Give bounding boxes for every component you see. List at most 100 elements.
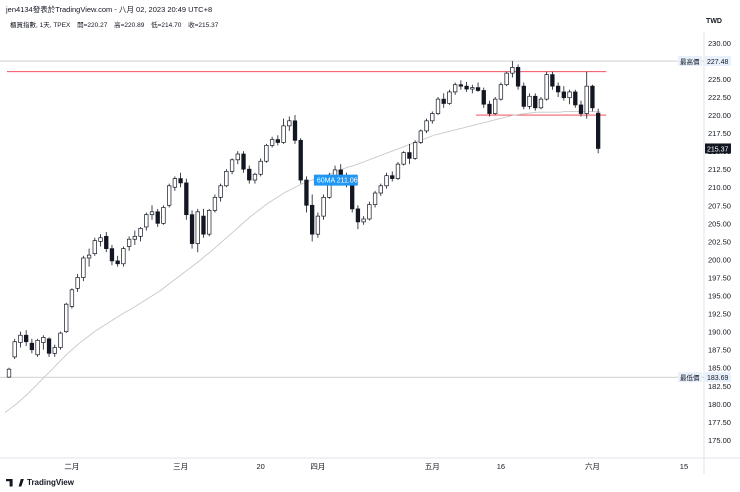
candle <box>390 175 395 179</box>
candle <box>578 104 584 114</box>
symbol-line: 櫃買指數, 1天, TPEX <box>10 22 71 29</box>
candle <box>407 152 412 159</box>
ma-label-box <box>313 174 358 186</box>
y-tick-label: 185.00 <box>708 364 731 373</box>
y-tick-label: 192.50 <box>708 310 731 319</box>
candle <box>350 183 355 210</box>
y-tick-label: 190.00 <box>708 328 731 337</box>
candle <box>109 248 115 262</box>
candle <box>35 339 40 356</box>
x-tick-label: 五月 <box>425 462 440 471</box>
candle <box>596 112 601 149</box>
y-tick-label: 220.00 <box>708 111 731 120</box>
candle <box>172 178 178 188</box>
currency-label: TWD <box>706 18 722 25</box>
y-tick-label: 197.50 <box>708 273 731 282</box>
last-price-value: 215.37 <box>707 146 729 153</box>
low-value: 低=214.70 <box>151 22 182 29</box>
high-value: 高=220.89 <box>114 22 145 29</box>
y-tick-label: 207.50 <box>708 201 731 210</box>
candle <box>24 334 29 343</box>
candle <box>493 98 498 114</box>
candle <box>584 85 589 114</box>
price-chart[interactable]: 230.00227.50225.00222.50220.00217.50215.… <box>0 0 740 476</box>
y-tick-label: 195.00 <box>708 292 731 301</box>
candle <box>132 235 137 240</box>
candle <box>247 168 252 181</box>
candle <box>464 85 469 90</box>
candle <box>533 95 538 109</box>
candle <box>527 95 532 107</box>
price-label-name: 最高價 <box>680 57 700 66</box>
x-tick-label: 六月 <box>585 461 600 471</box>
candle <box>321 196 326 217</box>
candle <box>6 368 12 378</box>
candle <box>258 160 263 175</box>
candle <box>86 254 92 259</box>
tradingview-logo-icon <box>6 478 13 487</box>
candle <box>567 91 572 99</box>
y-tick-label: 210.00 <box>708 183 731 192</box>
candle <box>310 204 315 235</box>
candle <box>424 120 429 132</box>
candle <box>155 211 160 224</box>
candle <box>378 185 383 194</box>
candle <box>521 85 526 107</box>
candle <box>178 178 183 184</box>
y-tick-label: 182.50 <box>708 382 731 391</box>
candle <box>430 113 435 122</box>
candle <box>115 260 120 265</box>
candle <box>75 277 80 289</box>
y-tick-label: 205.00 <box>708 219 731 228</box>
candle <box>235 153 240 161</box>
brand-name: TradingView <box>27 478 74 487</box>
candle <box>41 337 46 343</box>
candle <box>298 139 303 181</box>
candle <box>538 98 544 109</box>
candle <box>561 91 566 99</box>
x-tick-label: 二月 <box>64 462 79 471</box>
candle <box>315 215 321 235</box>
candle <box>184 182 189 216</box>
candle <box>395 163 401 179</box>
candle <box>372 192 378 205</box>
candle <box>510 67 515 74</box>
candle <box>69 289 75 307</box>
price-label-value-box <box>705 56 731 67</box>
candle <box>218 185 223 198</box>
open-value: 開=220.27 <box>77 22 108 29</box>
candle <box>212 196 218 211</box>
ma60-line <box>4 110 600 413</box>
candle <box>475 87 481 91</box>
x-tick-label: 20 <box>257 462 265 471</box>
tradingview-logo-mark-icon <box>18 478 24 487</box>
candle <box>98 237 103 242</box>
price-label-name-box <box>678 56 702 67</box>
candle <box>229 159 235 172</box>
price-label-value-box <box>705 372 731 383</box>
candle <box>121 248 126 265</box>
candle <box>144 214 149 228</box>
candle <box>149 211 155 216</box>
candle <box>281 125 286 143</box>
candle <box>12 341 17 358</box>
candle <box>453 84 458 93</box>
y-tick-label: 177.50 <box>708 418 731 427</box>
candle <box>64 303 69 332</box>
candle <box>555 85 561 93</box>
candle <box>52 347 57 354</box>
y-tick-label: 212.50 <box>708 165 731 174</box>
y-tick-label: 200.00 <box>708 255 731 264</box>
ma-label-text: 60MA 211.06 <box>317 178 358 185</box>
candle <box>18 334 23 343</box>
x-tick-label: 16 <box>497 462 505 471</box>
candle <box>590 85 595 109</box>
ohlc-legend: 櫃買指數, 1天, TPEX 開=220.27 高=220.89 低=214.7… <box>10 19 223 29</box>
candle <box>292 120 298 141</box>
candle <box>470 87 475 90</box>
candle <box>287 120 292 127</box>
y-tick-label: 175.00 <box>708 436 731 445</box>
y-tick-label: 222.50 <box>708 93 731 102</box>
candle <box>481 90 486 105</box>
chart-title: jen4134發表於TradingView.com - 八月 02, 2023 … <box>6 5 213 14</box>
